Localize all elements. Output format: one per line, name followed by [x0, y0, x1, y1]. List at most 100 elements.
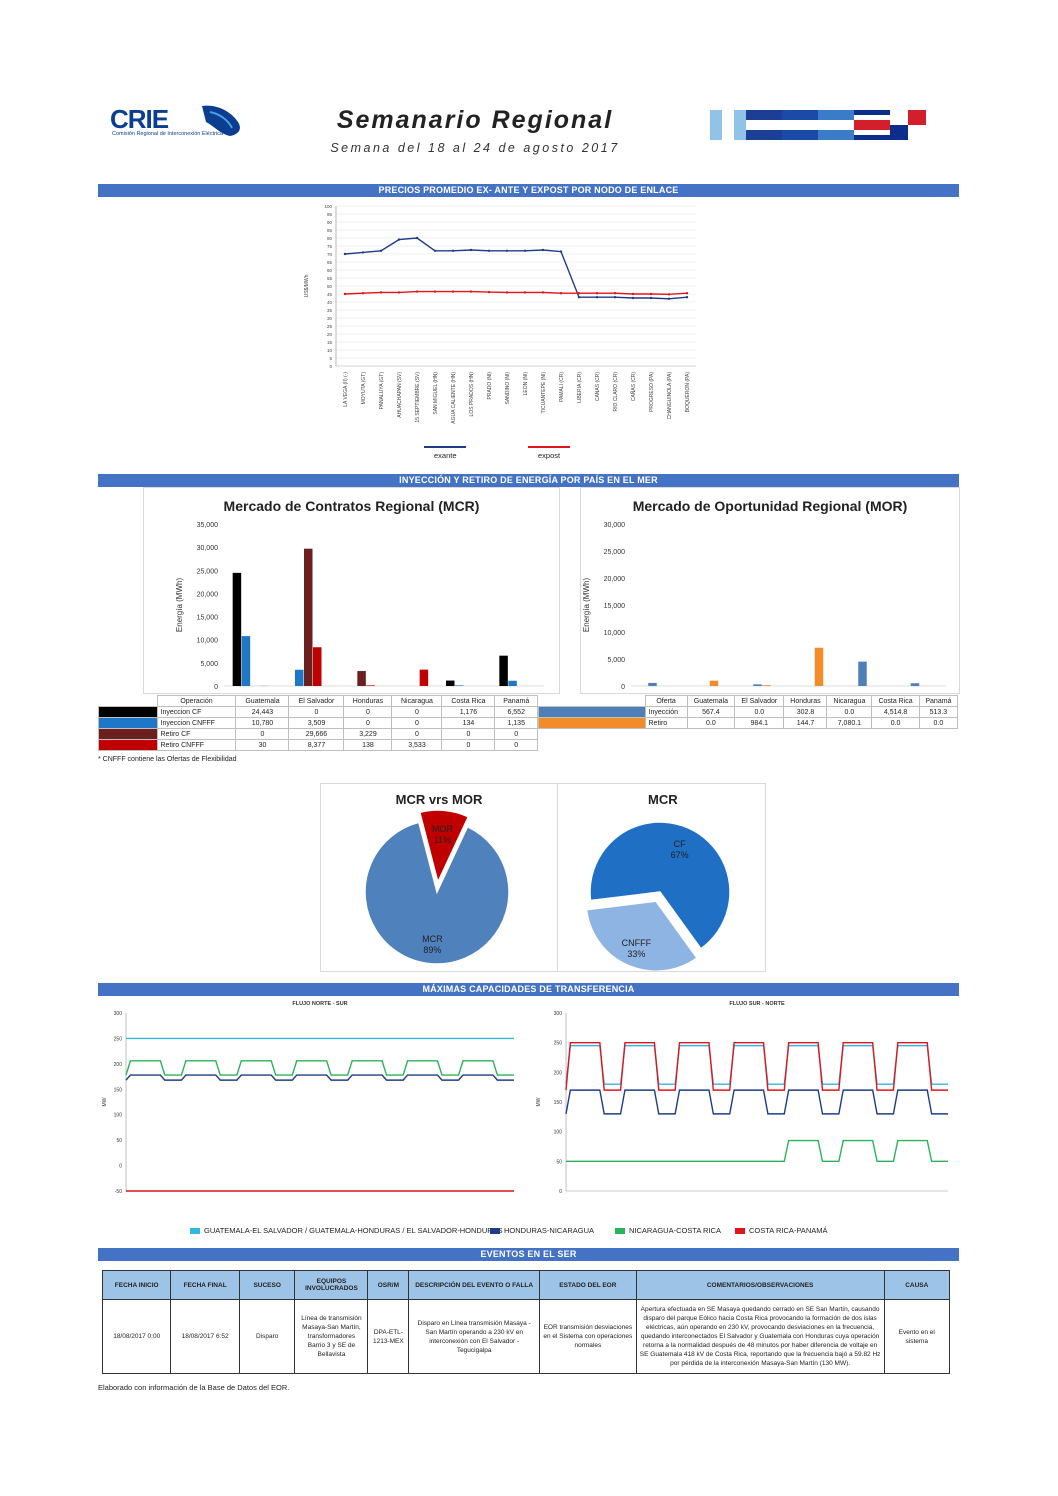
x-tick-label: SAN MIGUEL (HN): [433, 372, 439, 415]
table-cell: 134: [441, 717, 496, 729]
section-banner-events: EVENTOS EN EL SER: [98, 1248, 959, 1261]
pie-mcr-mor-title: MCR vrs MOR: [395, 792, 483, 807]
flow-line: [566, 1139, 948, 1163]
section-banner-energy: INYECCIÓN Y RETIRO DE ENERGÍA POR PAÍS E…: [98, 474, 959, 487]
y-tick-label: -50: [115, 1189, 122, 1195]
table-cell: 3,229: [343, 728, 393, 740]
table-header-row: Oferta Guatemala El Salvador Honduras Nicara…: [539, 695, 959, 707]
flow-line: [125, 1074, 514, 1081]
data-point-expost: [451, 290, 455, 293]
data-point-expost: [469, 290, 473, 293]
bar-costa-rica: [446, 680, 455, 686]
y-tick-label: 30,000: [604, 522, 626, 529]
data-point-expost: [613, 292, 617, 295]
table-cell: 6,552: [494, 706, 538, 718]
series-swatch: [98, 717, 158, 729]
y-tick-label: 5: [329, 356, 332, 361]
table-cell: 0.0: [826, 706, 873, 718]
events-cell: EOR transmisión desviaciones en el Siste…: [538, 1299, 637, 1374]
legend-label: COSTA RICA-PANAMÁ: [749, 1226, 828, 1235]
legend-swatch: [190, 1227, 200, 1234]
legend-exante-label: exante: [434, 451, 457, 460]
data-point-expost: [397, 291, 401, 294]
y-tick-label: 200: [554, 1070, 563, 1076]
flow-line: [125, 1060, 514, 1076]
price-line-chart: 0 5 10 15 20 25 30 35 40 45 50 55 60 65 70 75 80 85 90 95 10…: [304, 204, 696, 424]
y-tick-label: 75: [327, 244, 333, 249]
x-tick-label: CANAS (CR): [595, 372, 601, 402]
pie-label: CNFFF: [622, 938, 652, 948]
data-point-exante: [631, 296, 635, 300]
legend-label: NICARAGUA-COSTA RICA: [629, 1226, 721, 1235]
table-header-cell: Costa Rica: [871, 695, 920, 707]
table-cell: 302.8: [783, 706, 828, 718]
legend-label: HONDURAS-NICARAGUA: [504, 1226, 595, 1235]
y-axis-label: MW: [536, 1097, 542, 1106]
series-label: Inyeccion CNFFF: [156, 717, 237, 729]
data-point-exante: [667, 297, 671, 300]
data-point-exante: [415, 236, 419, 240]
data-point-expost: [541, 291, 545, 294]
table-row: Inyeccion CF 24,443 0 0 0 1,176 6,552: [98, 706, 538, 718]
x-tick-label: PAMALI (CR): [559, 372, 565, 402]
series-label: Inyeccion CF: [156, 706, 237, 718]
y-axis-label: US$/MWh: [304, 274, 310, 297]
x-tick-label: SANDINO (NI): [505, 372, 511, 405]
bar-guatemala: [648, 682, 657, 686]
table-cell: 0: [343, 717, 393, 729]
transfer-legend-item: GUATEMALA-EL SALVADOR / GUATEMALA-HONDUR…: [190, 1226, 503, 1235]
table-cell: 3,533: [391, 739, 443, 751]
data-point-exante: [649, 296, 653, 300]
series-label: Inyección: [644, 706, 688, 718]
crie-logo: CRIE Comisión Regional de Interconexión …: [110, 104, 245, 140]
y-tick-label: 65: [327, 260, 333, 265]
pie-pct: 11%: [434, 835, 451, 845]
events-header-row: FECHA INICIO FECHA FINAL SUCESO EQUIPOS INV…: [101, 1270, 950, 1300]
y-tick-label: 50: [556, 1159, 562, 1165]
y-tick-label: 15: [327, 340, 333, 345]
events-cell: DPA-ETL-1213-MEX: [367, 1299, 410, 1374]
series-label: Retiro CF: [156, 728, 237, 740]
y-tick-label: 70: [327, 252, 333, 257]
events-cell: Evento en el sistema: [883, 1299, 950, 1374]
table-row: Retiro CNFFF 30 8,377 138 3,533 0 0: [98, 739, 538, 751]
y-tick-label: 10,000: [197, 638, 219, 645]
transfer-legend: GUATEMALA-EL SALVADOR / GUATEMALA-HONDUR…: [190, 1226, 890, 1240]
legend-label: GUATEMALA-EL SALVADOR / GUATEMALA-HONDUR…: [204, 1226, 503, 1235]
table-cell: 0: [391, 728, 443, 740]
pie-slice-mcr: [364, 821, 510, 965]
y-tick-label: 5,000: [200, 661, 218, 668]
flow-south-north-chart: FLUJO SUR - NORTE 0 50 100 150 200 250 300 MW: [536, 1001, 948, 1195]
table-cell: 0: [441, 739, 496, 751]
x-tick-label: BOQUERON (PA): [685, 372, 691, 413]
table-cell: 7,080.1: [826, 717, 873, 729]
page-subtitle: Semana del 18 al 24 de agosto 2017: [330, 141, 620, 155]
y-axis-label: Energía (MWh): [582, 578, 591, 633]
x-tick-label: LA VEGA (II) (-): [343, 372, 349, 407]
table-cell: 24,443: [235, 706, 290, 718]
events-cell: Disparo: [238, 1299, 296, 1374]
bar-honduras: [357, 671, 366, 686]
mcr-chart-panel: Mercado de Contratos Regional (MCR) 0 5,0…: [143, 487, 560, 694]
y-tick-label: 50: [116, 1138, 122, 1144]
table-cell: 3,509: [288, 717, 345, 729]
y-tick-label: 30,000: [197, 545, 219, 552]
y-tick-label: 5,000: [607, 657, 625, 664]
events-header-cell: FECHA INICIO: [101, 1270, 172, 1300]
data-point-expost: [433, 290, 437, 293]
section-banner-prices: PRECIOS PROMEDIO EX- ANTE Y EXPOST POR N…: [98, 184, 959, 197]
legend-expost-line: [528, 446, 570, 448]
bar-el-salvador: [295, 669, 304, 686]
y-tick-label: 0: [621, 684, 625, 691]
legend-exante-line: [424, 446, 466, 448]
table-cell: 8,377: [288, 739, 345, 751]
y-tick-label: 30: [327, 316, 333, 321]
table-header-cell: Nicaragua: [826, 695, 873, 707]
price-legend: exante expost: [424, 444, 584, 462]
table-cell: 10,780: [235, 717, 290, 729]
table-cell: 0: [343, 706, 393, 718]
bar-nicaragua: [814, 647, 824, 686]
mcr-chart-title: Mercado de Contratos Regional (MCR): [223, 498, 480, 514]
table-header-cell: Nicaragua: [391, 695, 443, 707]
table-header-cell: El Salvador: [734, 695, 785, 707]
